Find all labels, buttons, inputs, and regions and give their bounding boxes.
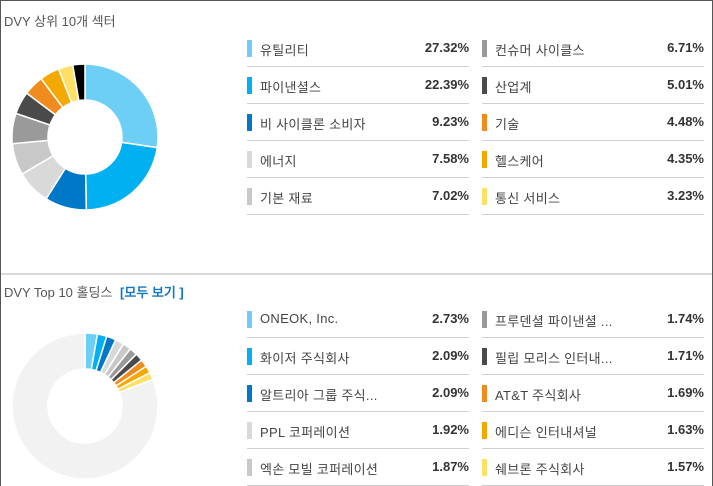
donut-slice-other [71,63,86,102]
legend-percent: 1.92% [432,422,469,437]
sectors-legend-row: 기본 재료 7.02% [247,178,469,215]
legend-label: 통신 서비스 [495,191,561,206]
sectors-legend-row: 기술 4.48% [482,104,704,141]
legend-label: AT&T 주식회사 [495,388,582,403]
sectors-legend-row: 산업계 5.01% [482,67,704,104]
legend-label: 파이낸셜스 [260,80,322,95]
legend-percent: 6.71% [667,40,704,55]
legend-color-swatch [247,40,252,57]
legend-percent: 5.01% [667,77,704,92]
holdings-title-text: DVY Top 10 홀딩스 [4,285,113,300]
legend-color-swatch [482,348,487,365]
legend-percent: 1.71% [667,348,704,363]
sectors-legend-row: 파이낸셜스 22.39% [247,67,469,104]
legend-label: 비 사이클론 소비자 [260,117,366,132]
sectors-legend-row: 유틸리티 27.32% [247,30,469,67]
legend-percent: 1.74% [667,311,704,326]
panel-divider [1,273,712,275]
legend-percent: 22.39% [424,77,469,92]
holdings-legend-row: 쉐브론 주식회사 1.57% [482,449,704,486]
sectors-title-text: DVY 상위 10개 섹터 [4,14,116,29]
legend-label: 기술 [495,117,520,132]
legend-color-swatch [482,188,487,205]
legend-label: 헬스케어 [495,154,545,169]
legend-label: 프루덴셜 파이낸셜 ... [495,314,613,329]
legend-percent: 4.35% [667,151,704,166]
legend-label: 에너지 [260,154,297,169]
legend-color-swatch [247,114,252,131]
donut-slice-other [11,332,159,480]
legend-color-swatch [247,77,252,94]
legend-color-swatch [247,385,252,402]
legend-color-swatch [247,151,252,168]
sectors-donut-chart [11,63,159,211]
donut-slice [84,63,159,149]
legend-percent: 1.57% [667,459,704,474]
legend-label: 기본 재료 [260,191,313,206]
legend-color-swatch [482,151,487,168]
legend-label: 컨슈머 사이클스 [495,43,585,58]
holdings-legend-row: 엑손 모빌 코퍼레이션 1.87% [247,449,469,486]
holdings-legend-row: AT&T 주식회사 1.69% [482,375,704,412]
legend-color-swatch [247,311,252,328]
legend-label: 화이저 주식회사 [260,351,350,366]
legend-color-swatch [482,459,487,476]
holdings-title: DVY Top 10 홀딩스 [모두 보기 ] [4,282,184,301]
legend-color-swatch [247,188,252,205]
holdings-donut-chart [11,332,159,480]
legend-label: 필립 모리스 인터내... [495,351,613,366]
sectors-title: DVY 상위 10개 섹터 [4,11,116,30]
legend-percent: 2.09% [432,385,469,400]
holdings-legend-row: PPL 코퍼레이션 1.92% [247,412,469,449]
legend-percent: 1.69% [667,385,704,400]
legend-label: ONEOK, Inc. [260,311,339,326]
legend-percent: 3.23% [667,188,704,203]
sectors-legend-row: 에너지 7.58% [247,141,469,178]
legend-percent: 1.63% [667,422,704,437]
legend-color-swatch [482,114,487,131]
legend-percent: 27.32% [424,40,469,55]
legend-label: 에디슨 인터내셔널 [495,425,597,440]
holdings-legend-row: 프루덴셜 파이낸셜 ... 1.74% [482,301,704,338]
legend-label: 엑손 모빌 코퍼레이션 [260,462,379,477]
legend-percent: 7.02% [432,188,469,203]
legend-color-swatch [247,422,252,439]
legend-color-swatch [247,459,252,476]
legend-color-swatch [482,40,487,57]
sectors-legend-row: 컨슈머 사이클스 6.71% [482,30,704,67]
legend-percent: 9.23% [432,114,469,129]
legend-color-swatch [482,385,487,402]
sectors-legend-row: 통신 서비스 3.23% [482,178,704,215]
legend-color-swatch [247,348,252,365]
view-all-link[interactable]: [모두 보기 ] [120,285,184,300]
legend-label: PPL 코퍼레이션 [260,425,351,440]
legend-percent: 2.73% [432,311,469,326]
holdings-legend-row: ONEOK, Inc. 2.73% [247,301,469,338]
legend-color-swatch [482,77,487,94]
holdings-legend-row: 에디슨 인터내셔널 1.63% [482,412,704,449]
legend-label: 쉐브론 주식회사 [495,462,585,477]
legend-color-swatch [482,422,487,439]
holdings-legend-row: 필립 모리스 인터내... 1.71% [482,338,704,375]
legend-label: 유틸리티 [260,43,310,58]
sectors-legend-row: 비 사이클론 소비자 9.23% [247,104,469,141]
holdings-legend-row: 화이저 주식회사 2.09% [247,338,469,375]
legend-percent: 1.87% [432,459,469,474]
legend-percent: 2.09% [432,348,469,363]
holdings-legend-row: 알트리아 그룹 주식... 2.09% [247,375,469,412]
donut-slice [84,141,159,211]
legend-label: 산업계 [495,80,532,95]
legend-label: 알트리아 그룹 주식... [260,388,378,403]
sectors-legend-row: 헬스케어 4.35% [482,141,704,178]
legend-percent: 7.58% [432,151,469,166]
legend-color-swatch [482,311,487,328]
legend-percent: 4.48% [667,114,704,129]
